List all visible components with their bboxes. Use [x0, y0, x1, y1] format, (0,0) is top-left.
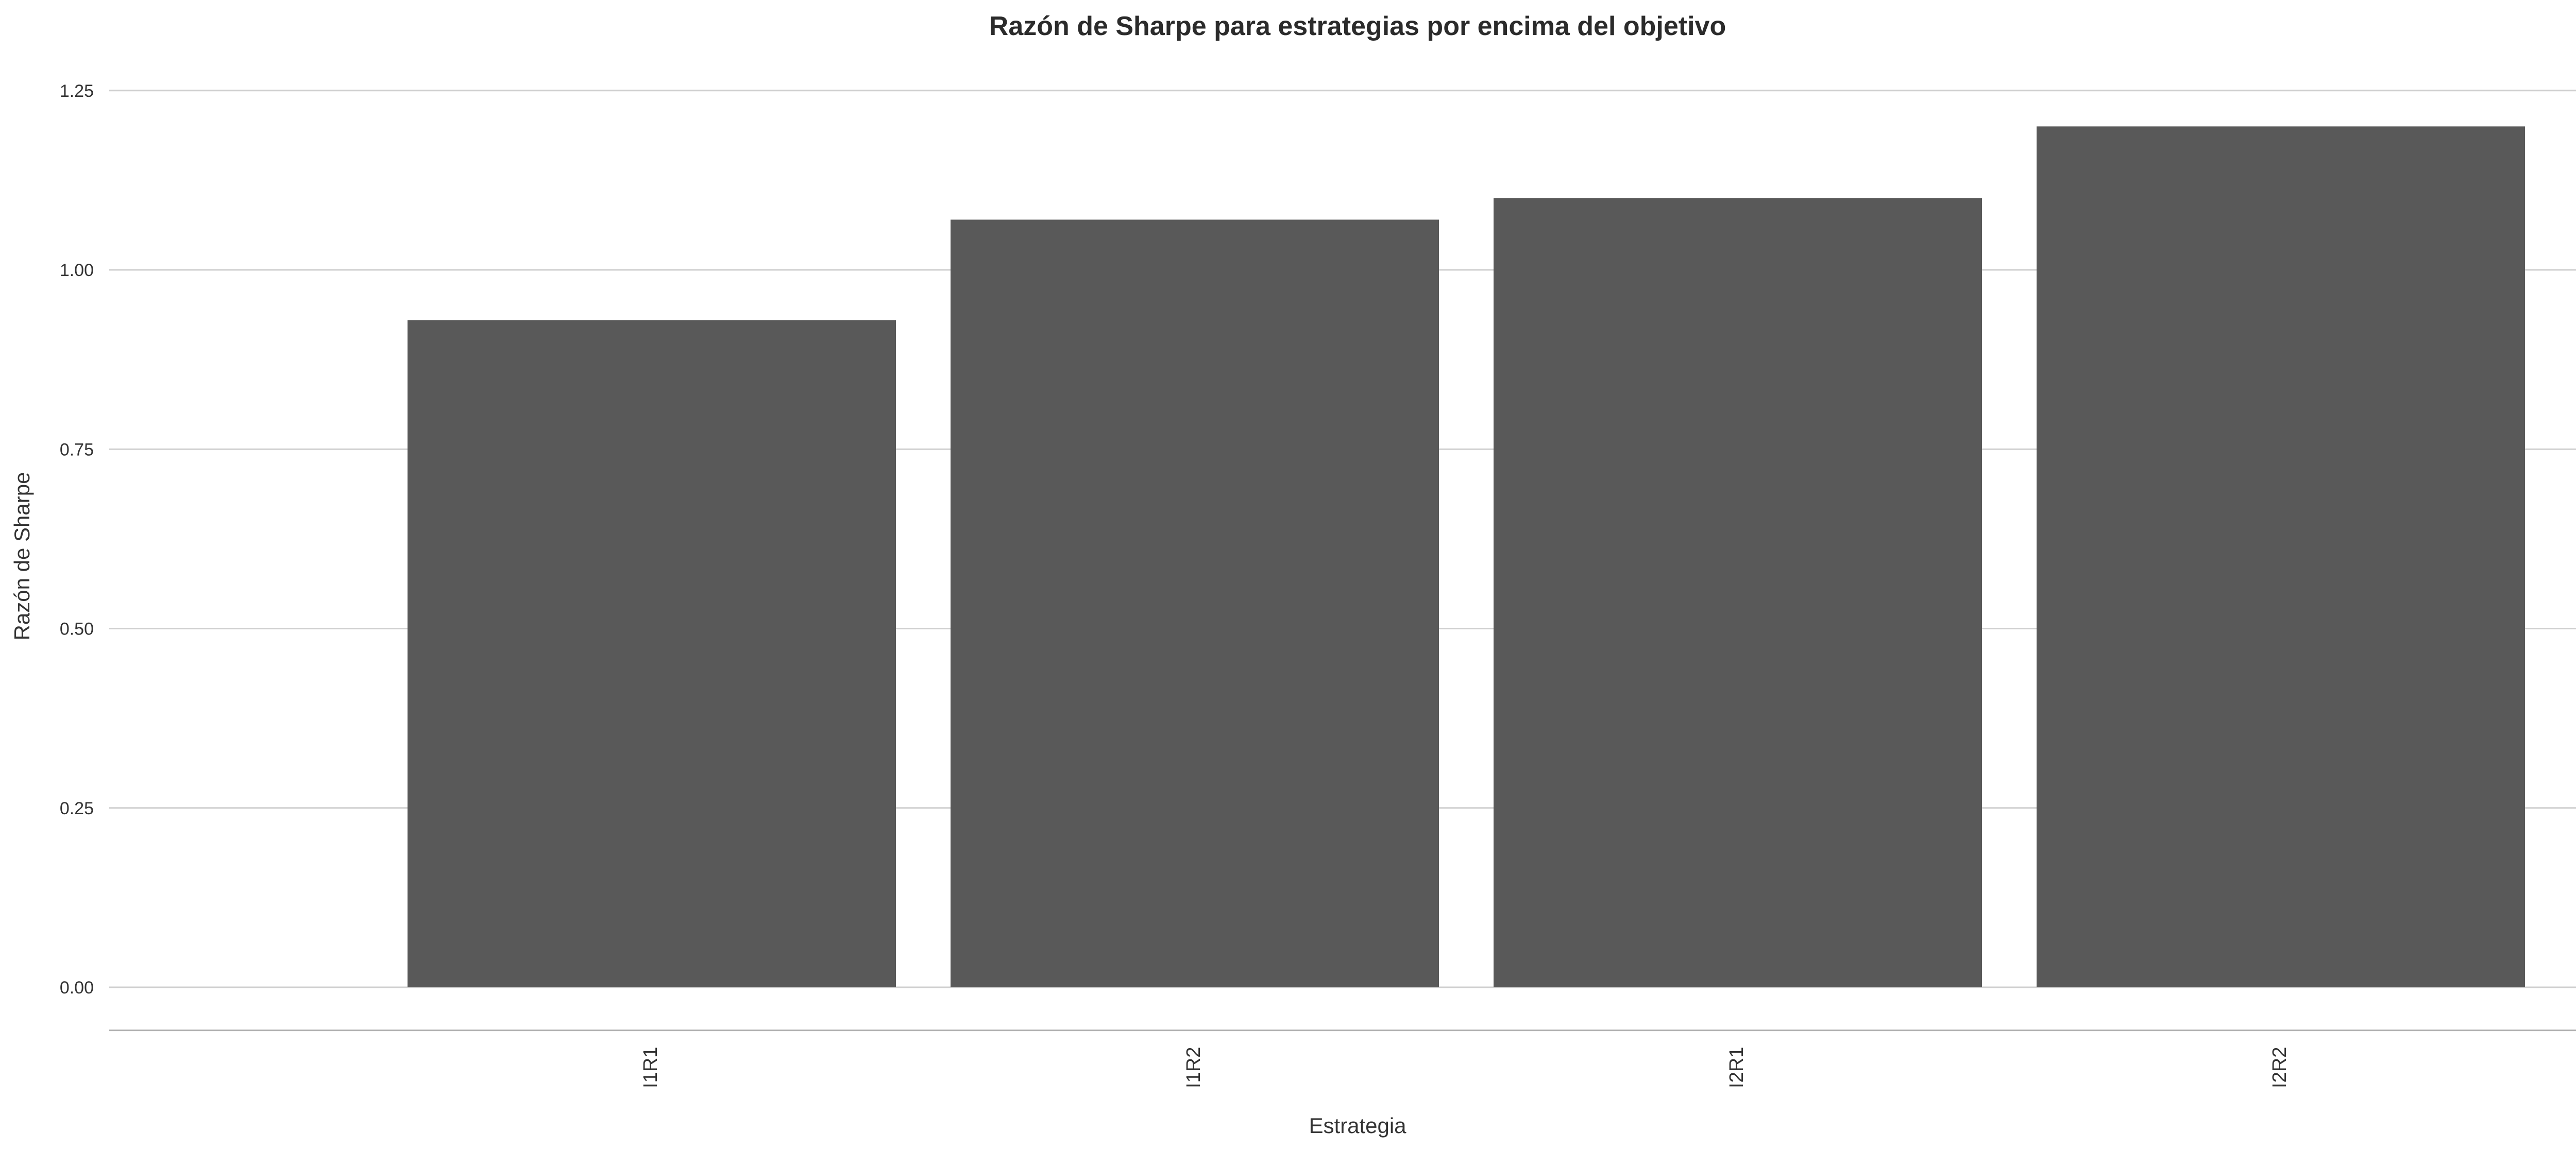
bar-i1r2: [951, 219, 1439, 987]
y-tick-label: 0.00: [60, 978, 94, 998]
y-tick-label: 1.00: [60, 261, 94, 280]
bar-i1r1: [408, 320, 896, 987]
x-tick-label: I2R1: [1726, 1047, 1748, 1088]
chart-title: Razón de Sharpe para estrategias por enc…: [989, 11, 1726, 41]
bars: [408, 126, 2525, 988]
x-tick-labels: I1R1 I1R2 I2R1 I2R2: [640, 1047, 2291, 1088]
bar-i2r2: [2037, 126, 2525, 987]
y-tick-label: 0.25: [60, 799, 94, 818]
x-tick-label: I1R2: [1183, 1047, 1205, 1088]
y-tick-label: 0.75: [60, 440, 94, 459]
x-tick-label: I2R2: [2269, 1047, 2291, 1088]
y-tick-label: 0.50: [60, 620, 94, 639]
y-tick-label: 1.25: [60, 81, 94, 101]
bar-i2r1: [1494, 198, 1982, 988]
x-axis-label: Estrategia: [1309, 1113, 1406, 1138]
x-tick-label: I1R1: [640, 1047, 662, 1088]
y-axis-label: Razón de Sharpe: [10, 472, 34, 641]
y-tick-labels: 0.00 0.25 0.50 0.75 1.00 1.25: [60, 81, 94, 998]
